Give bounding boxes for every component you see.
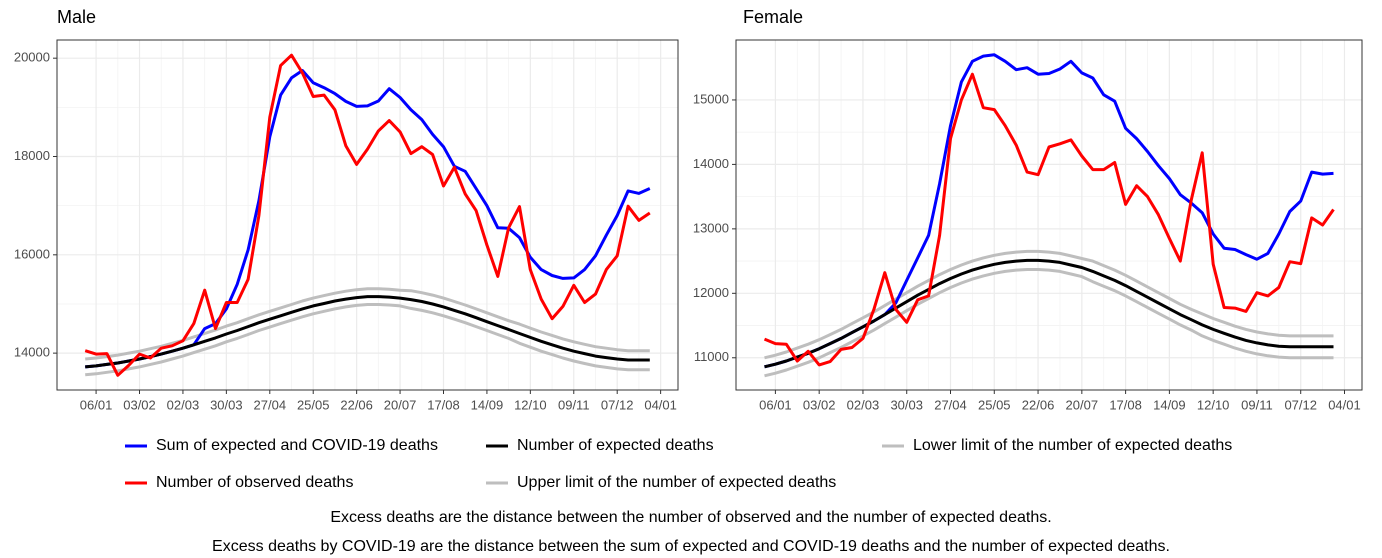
y-tick-label: 13000	[693, 220, 729, 235]
y-tick-label: 11000	[694, 349, 729, 364]
x-tick-label: 03/02	[803, 397, 836, 412]
x-tick-label: 03/02	[123, 397, 156, 412]
y-tick-label: 14000	[14, 345, 50, 360]
x-tick-label: 20/07	[384, 397, 417, 412]
series-line	[764, 249, 1334, 360]
x-tick-label: 06/01	[759, 397, 792, 412]
x-tick-label: 02/03	[847, 397, 880, 412]
legend-label: Sum of expected and COVID-19 deaths	[156, 437, 438, 454]
plot-background	[736, 40, 1362, 390]
x-tick-label: 07/12	[1284, 397, 1317, 412]
plot-background	[57, 40, 678, 390]
panel-title: Female	[743, 7, 803, 27]
x-tick-label: 22/06	[1022, 397, 1055, 412]
series-line	[85, 303, 650, 377]
x-tick-label: 27/04	[934, 397, 967, 412]
y-tick-label: 20000	[14, 50, 50, 65]
legend-label: Upper limit of the number of expected de…	[517, 474, 836, 491]
note: Excess deaths by COVID-19 are the distan…	[212, 538, 1170, 555]
x-tick-label: 20/07	[1066, 397, 1099, 412]
panel-title: Male	[57, 7, 96, 27]
series-line	[85, 295, 650, 369]
x-tick-label: 07/12	[601, 397, 634, 412]
x-tick-label: 06/01	[80, 397, 113, 412]
y-tick-label: 14000	[693, 156, 729, 171]
y-tick-label: 18000	[14, 148, 50, 163]
x-tick-label: 25/05	[297, 397, 330, 412]
x-tick-label: 09/11	[558, 397, 590, 412]
y-tick-label: 15000	[693, 91, 729, 106]
y-tick-label: 16000	[14, 246, 50, 261]
x-tick-label: 02/03	[167, 397, 200, 412]
plot-border	[56, 39, 679, 391]
legend-label: Number of expected deaths	[517, 437, 714, 454]
x-tick-label: 27/04	[254, 397, 287, 412]
x-tick-label: 30/03	[890, 397, 923, 412]
x-tick-label: 14/09	[1153, 397, 1186, 412]
x-tick-label: 17/08	[427, 397, 460, 412]
series-line	[84, 53, 651, 377]
series-line	[763, 72, 1335, 367]
legend-label: Number of observed deaths	[156, 474, 353, 491]
x-tick-label: 30/03	[210, 397, 243, 412]
x-tick-label: 25/05	[978, 397, 1011, 412]
plot-border	[735, 39, 1363, 391]
series-line	[764, 258, 1334, 369]
x-tick-label: 12/10	[514, 397, 547, 412]
x-tick-label: 22/06	[340, 397, 373, 412]
x-tick-label: 04/01	[1328, 397, 1361, 412]
x-tick-label: 14/09	[471, 397, 504, 412]
x-tick-label: 12/10	[1197, 397, 1230, 412]
y-tick-label: 12000	[693, 285, 729, 300]
note: Excess deaths are the distance between t…	[330, 509, 1051, 526]
x-tick-label: 04/01	[644, 397, 677, 412]
x-tick-label: 09/11	[1241, 397, 1273, 412]
series-line	[764, 268, 1334, 378]
x-tick-label: 17/08	[1109, 397, 1142, 412]
legend-label: Lower limit of the number of expected de…	[913, 437, 1232, 454]
